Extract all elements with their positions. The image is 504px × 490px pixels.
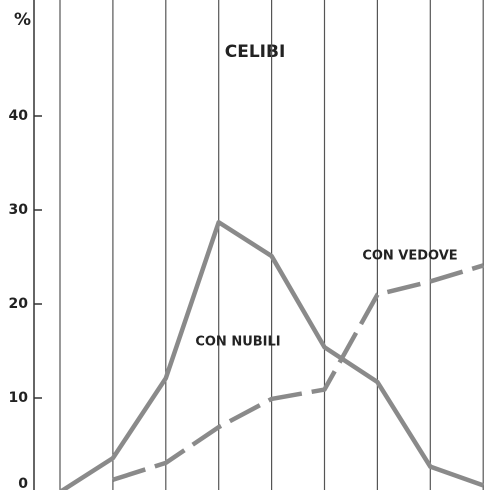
series-annotation: CON NUBILI: [195, 335, 280, 350]
series-line: [58, 219, 484, 490]
y-tick-label: 30: [9, 202, 29, 218]
y-tick-label: 0: [18, 476, 28, 490]
y-axis-label: %: [14, 10, 31, 30]
y-tick-label: 10: [9, 390, 29, 406]
y-tick-label: 40: [9, 108, 29, 124]
series-line: [112, 263, 484, 482]
y-tick-label: 20: [9, 296, 29, 312]
series-annotation: CON VEDOVE: [362, 249, 457, 264]
chart-title: CELIBI: [225, 42, 286, 62]
